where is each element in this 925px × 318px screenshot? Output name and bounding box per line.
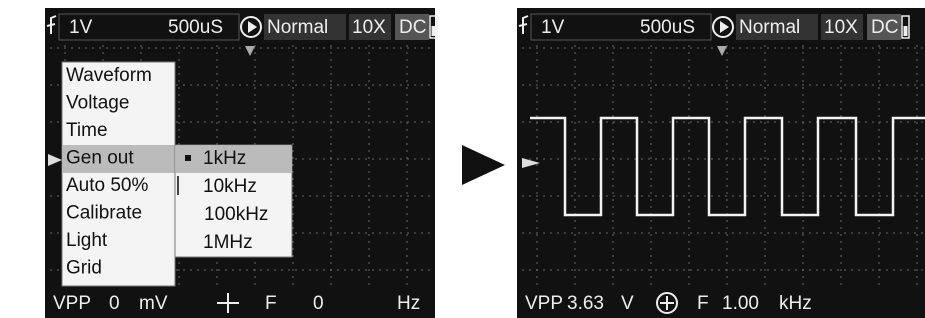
battery-level [904, 26, 908, 36]
menu-item[interactable]: Grid [66, 258, 102, 279]
timebase: 500uS [640, 17, 695, 38]
f-label: F [697, 293, 709, 314]
coupling: DC [399, 17, 426, 38]
footer-bg [45, 290, 435, 318]
mode: Normal [739, 17, 800, 38]
f-label: F [265, 293, 277, 314]
selected-dot [185, 155, 191, 161]
vpp-value: 0 [109, 293, 120, 314]
volts: 1V [541, 17, 565, 38]
menu-item[interactable]: Waveform [66, 65, 152, 86]
vpp-unit: V [621, 293, 634, 314]
submenu-item[interactable]: 100kHz [204, 204, 268, 225]
menu-item[interactable]: Voltage [66, 93, 129, 114]
scope-ui: 1V 500uS Normal 10X DC 1V 500uS Normal 10X DC Wav… [0, 0, 925, 318]
menu-item[interactable]: Auto 50% [66, 175, 148, 196]
screen-right [517, 8, 925, 318]
vpp-label: VPP [525, 293, 563, 314]
vpp-unit: mV [139, 293, 168, 314]
f-unit: kHz [779, 293, 812, 314]
f-value: 0 [313, 293, 324, 314]
menu-item[interactable]: Light [66, 230, 108, 251]
f-value: 1.00 [722, 293, 759, 314]
vpp-value: 3.63 [567, 293, 604, 314]
menu-item[interactable]: Time [66, 120, 108, 141]
battery-level [432, 26, 436, 36]
submenu-item[interactable]: 1kHz [203, 148, 246, 169]
menu-item[interactable]: Calibrate [66, 203, 142, 224]
transition-arrow [462, 145, 505, 185]
menu-item[interactable]: Gen out [66, 148, 134, 169]
timebase: 500uS [168, 17, 223, 38]
mode: Normal [267, 17, 328, 38]
coupling: DC [871, 17, 898, 38]
f-unit: Hz [397, 293, 420, 314]
probe: 10X [824, 17, 858, 38]
submenu-item[interactable]: 1MHz [203, 232, 253, 253]
vpp-label: VPP [53, 293, 91, 314]
probe: 10X [352, 17, 386, 38]
volts: 1V [69, 17, 93, 38]
submenu-item[interactable]: 10kHz [203, 176, 257, 197]
